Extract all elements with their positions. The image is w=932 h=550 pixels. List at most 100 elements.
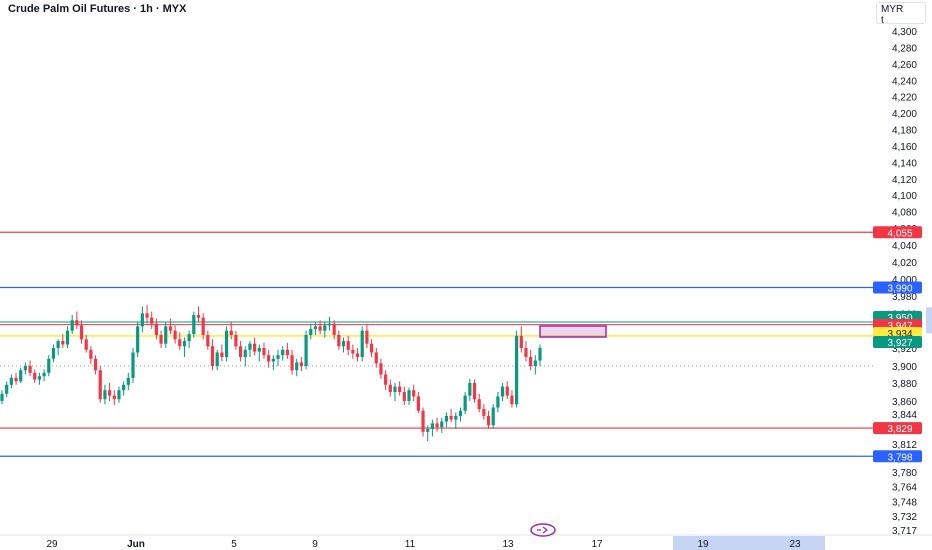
candle-body	[482, 409, 486, 416]
candle-body	[458, 410, 463, 416]
candle-body	[117, 390, 121, 400]
candle-body	[365, 330, 369, 344]
y-tick-label: 3,980	[892, 292, 917, 303]
candle-body	[140, 313, 144, 327]
candle-body	[93, 358, 98, 371]
candle-body	[271, 358, 275, 362]
currency-unit: t	[881, 15, 884, 26]
candle-body	[253, 343, 257, 352]
level-price-tag	[873, 226, 922, 239]
candle-body	[402, 392, 406, 401]
candle-body	[164, 326, 168, 344]
candle-body	[463, 395, 467, 411]
candle-body	[65, 330, 70, 345]
candle-body	[89, 349, 93, 359]
y-tick-label: 4,240	[892, 76, 917, 87]
candle-body	[388, 384, 392, 392]
candle-body	[79, 325, 84, 340]
candle-body	[196, 315, 201, 318]
candle-body	[173, 330, 177, 340]
candle-body	[313, 326, 318, 329]
y-tick-label: 4,300	[892, 27, 917, 38]
candle-body	[440, 421, 444, 428]
candle-body	[243, 349, 247, 357]
candle-body	[267, 355, 271, 362]
candle-body	[384, 374, 388, 385]
y-tick-label: 3,717	[892, 526, 917, 537]
y-tick-label: 3,900	[892, 362, 917, 373]
candle-body	[323, 325, 327, 331]
candle-body	[262, 348, 266, 356]
candle-body	[538, 348, 542, 361]
candle-body	[210, 346, 215, 366]
y-tick-label: 3,920	[892, 344, 917, 355]
candle-body	[136, 326, 140, 353]
candle-body	[304, 335, 308, 366]
x-tick-label: 23	[789, 539, 801, 550]
candle-body	[178, 339, 182, 347]
price-tag-text: 3,934	[887, 329, 912, 340]
y-tick-label: 4,280	[892, 43, 917, 54]
candle-body	[51, 348, 56, 359]
candle-body	[70, 320, 74, 331]
candle-body	[486, 415, 491, 426]
price-tag-text: 3,927	[887, 338, 912, 349]
candle-body	[215, 352, 219, 366]
candle-body	[5, 384, 9, 394]
level-price-tag	[873, 450, 922, 463]
go-to-realtime-icon[interactable]	[530, 523, 556, 537]
candle-body	[430, 423, 434, 429]
candle-body	[369, 343, 374, 353]
candle-body	[0, 393, 4, 401]
y-tick-label: 3,732	[892, 512, 917, 523]
candle-body	[145, 313, 149, 318]
candle-body	[454, 415, 458, 420]
candle-body	[355, 353, 360, 357]
candle-body	[393, 386, 397, 392]
candle-body	[444, 415, 449, 422]
candle-body	[187, 334, 191, 342]
y-tick-label: 4,020	[892, 258, 917, 269]
candle-body	[238, 346, 243, 357]
level-price-tag	[873, 281, 922, 294]
y-tick-label: 4,000	[892, 275, 917, 286]
candle-body	[61, 341, 65, 345]
candle-body	[341, 341, 346, 347]
candle-body	[515, 335, 519, 405]
y-tick-label: 4,200	[892, 109, 917, 120]
y-tick-label: 4,260	[892, 60, 917, 71]
price-tag-text: 3,947	[887, 321, 912, 332]
level-price-text: 3,990	[887, 284, 912, 295]
supply-zone-rectangle	[539, 325, 607, 338]
currency-selector[interactable]: MYR t	[876, 2, 926, 26]
candle-body	[154, 323, 158, 335]
candle-body	[19, 370, 23, 382]
axis-scroll-marker	[926, 307, 932, 334]
y-tick-label: 3,748	[892, 497, 917, 508]
x-tick-label: 19	[697, 539, 709, 550]
candle-body	[159, 335, 163, 344]
candle-body	[14, 377, 18, 382]
candle-body	[206, 335, 210, 347]
arrow-icon	[537, 526, 548, 534]
candle-body	[182, 341, 187, 347]
candle-body	[491, 407, 495, 426]
candle-body	[285, 349, 289, 356]
candle-body	[23, 366, 27, 371]
candle-body	[75, 320, 79, 326]
candle-body	[374, 352, 378, 364]
y-tick-label: 4,120	[892, 175, 917, 186]
candle-body	[524, 348, 528, 357]
candle-body	[309, 328, 313, 335]
price-tag	[873, 336, 922, 348]
candle-body	[98, 370, 102, 400]
candle-body	[126, 377, 130, 385]
x-tick-label: 5	[231, 539, 237, 550]
candle-body	[533, 360, 537, 366]
candle-body	[168, 326, 173, 331]
candle-body	[47, 358, 51, 373]
candle-body	[500, 386, 505, 397]
candle-body	[449, 415, 453, 420]
candle-body	[327, 323, 332, 326]
